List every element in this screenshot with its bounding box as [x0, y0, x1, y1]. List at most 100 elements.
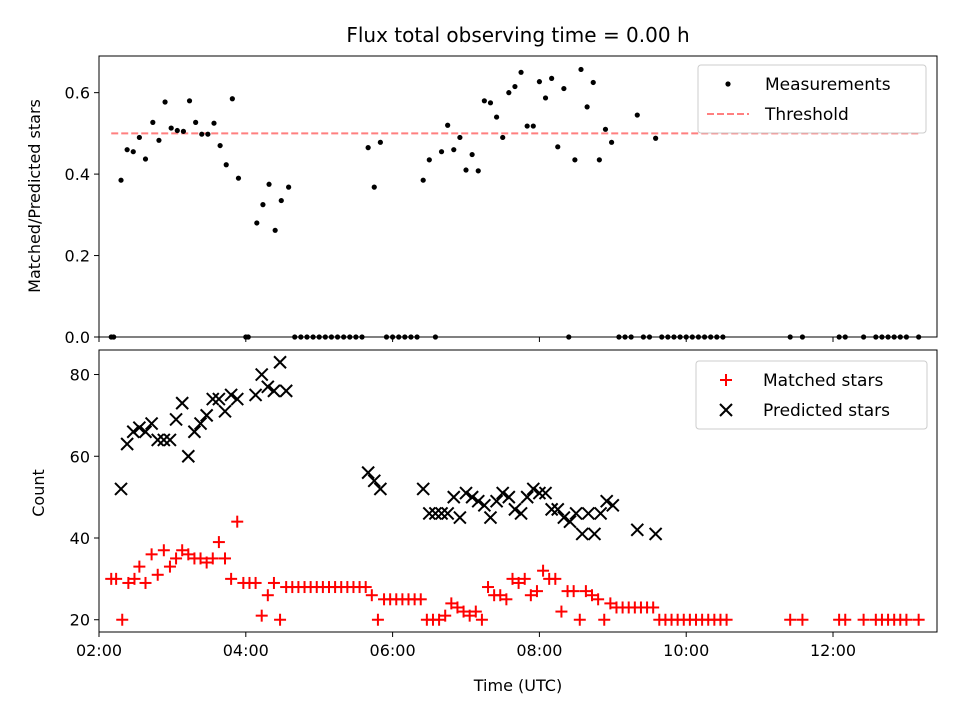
- predicted-point-3: [132, 420, 147, 435]
- measurement-point-56: [451, 147, 457, 153]
- matched-point-28: [274, 613, 287, 626]
- measurement-point-13: [186, 98, 193, 104]
- predicted-point-55: [575, 527, 589, 541]
- predicted-point-59: [599, 494, 614, 508]
- matched-point-42: [359, 581, 372, 594]
- matched-point-57: [451, 601, 464, 614]
- predicted-point-31: [428, 506, 443, 521]
- measurement-point-27: [272, 227, 278, 233]
- matched-point-21: [231, 515, 244, 528]
- predicted-point-25: [279, 384, 293, 398]
- bottom-xtick-label-4: 10:00: [663, 641, 709, 660]
- predicted-point-30: [422, 506, 437, 521]
- top-ytick-label-2: 0.4: [65, 165, 90, 184]
- predicted-point-58: [593, 506, 608, 521]
- matched-point-43: [365, 589, 378, 602]
- matched-point-69: [524, 589, 537, 602]
- bottom-ytick-label-1: 40: [70, 529, 90, 548]
- legend-threshold-label: Threshold: [764, 105, 849, 125]
- matched-point-24: [249, 576, 262, 589]
- measurement-point-24: [254, 220, 260, 226]
- matched-point-60: [469, 605, 482, 618]
- matched-point-25: [255, 609, 268, 622]
- measurement-point-19: [223, 162, 229, 168]
- matched-point-58: [457, 605, 470, 618]
- chart-title: Flux total observing time = 0.00 h: [346, 23, 689, 47]
- measurement-point-29: [286, 184, 292, 190]
- measurement-point-69: [530, 123, 536, 129]
- measurement-point-76: [572, 157, 578, 163]
- matched-point-102: [784, 613, 797, 626]
- matched-point-103: [796, 613, 809, 626]
- measurement-point-4: [130, 149, 136, 155]
- predicted-point-57: [587, 527, 602, 541]
- measurement-point-15: [199, 131, 205, 137]
- predicted-point-61: [630, 523, 644, 537]
- measurement-point-3: [124, 147, 130, 153]
- predicted-point-56: [581, 506, 596, 521]
- measurement-point-5: [136, 134, 142, 141]
- predicted-point-16: [212, 392, 226, 406]
- matched-point-7: [145, 548, 158, 561]
- predicted-point-34: [447, 490, 461, 504]
- measurement-point-74: [561, 85, 567, 92]
- predicted-point-20: [248, 388, 263, 402]
- measurement-point-66: [512, 83, 518, 90]
- predicted-point-4: [138, 425, 153, 439]
- matched-point-74: [555, 605, 568, 618]
- matched-point-113: [912, 613, 925, 626]
- predicted-point-6: [151, 433, 165, 447]
- matched-point-61: [475, 613, 488, 626]
- measurement-point-57: [457, 134, 463, 141]
- bottom-x-ticks: 02:00 04:00 06:00 08:00 10:00 12:00: [76, 632, 856, 660]
- measurement-point-73: [555, 144, 561, 150]
- predicted-point-35: [453, 510, 467, 525]
- measurement-point-60: [475, 168, 481, 174]
- legend-predicted-label: Predicted stars: [763, 401, 890, 421]
- matched-point-66: [506, 572, 519, 585]
- matched-point-62: [482, 581, 495, 594]
- matched-point-56: [445, 597, 458, 610]
- predicted-point-44: [508, 502, 522, 517]
- matched-point-105: [839, 613, 852, 626]
- predicted-point-7: [157, 433, 171, 447]
- measurement-point-59: [469, 151, 475, 158]
- predicted-point-24: [273, 355, 287, 369]
- predicted-point-48: [532, 486, 547, 500]
- bottom-y-axis-label: Count: [29, 469, 48, 517]
- predicted-point-38: [471, 494, 485, 508]
- matched-point-9: [157, 544, 170, 557]
- measurement-point-43: [371, 184, 377, 190]
- matched-point-77: [573, 613, 586, 626]
- bottom-legend[interactable]: Matched stars Predicted stars: [695, 360, 928, 430]
- measurement-point-64: [500, 134, 506, 141]
- matched-point-11: [170, 552, 183, 565]
- matched-point-76: [567, 585, 580, 598]
- predicted-point-41: [489, 494, 504, 508]
- matched-point-79: [586, 589, 599, 602]
- measurement-point-77: [578, 66, 584, 73]
- predicted-point-60: [606, 498, 620, 513]
- predicted-point-49: [538, 486, 553, 500]
- matched-point-65: [500, 593, 513, 606]
- top-ytick-label-1: 0.2: [65, 247, 90, 266]
- matched-point-112: [900, 613, 913, 626]
- bottom-xtick-label-3: 08:00: [516, 641, 562, 660]
- measurement-point-20: [229, 96, 235, 102]
- bottom-y-ticks: 20 40 60 80: [70, 366, 99, 630]
- predicted-point-46: [520, 490, 534, 504]
- measurement-point-68: [524, 123, 530, 129]
- measurement-point-63: [493, 114, 500, 120]
- measurement-point-65: [506, 90, 512, 96]
- predicted-point-2: [126, 425, 140, 439]
- top-legend[interactable]: Measurements Threshold: [697, 64, 927, 134]
- measurement-point-61: [481, 98, 487, 104]
- predicted-point-37: [465, 490, 479, 504]
- matched-point-71: [537, 564, 550, 577]
- measurement-point-80: [596, 157, 602, 163]
- predicted-point-36: [459, 486, 473, 500]
- matched-point-59: [463, 609, 476, 622]
- matched-point-6: [139, 576, 152, 589]
- bottom-ytick-label-3: 80: [70, 366, 90, 385]
